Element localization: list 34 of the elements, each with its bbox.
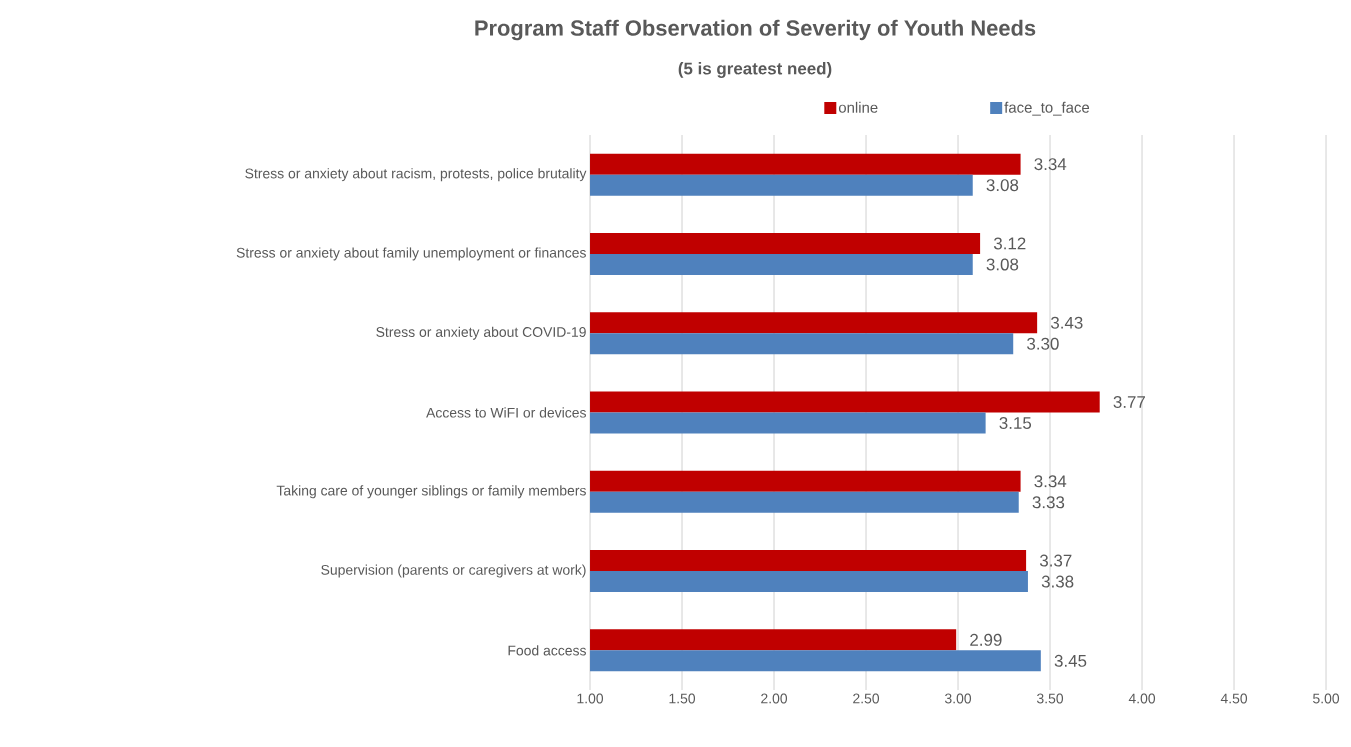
y-tick-label: Food access xyxy=(508,645,586,656)
chart-subtitle: (5 is greatest need) xyxy=(678,62,832,78)
x-tick-label: 4.00 xyxy=(1128,693,1156,704)
y-tick-label: Supervision (parents or caregivers at work) xyxy=(321,564,586,578)
y-tick-label: Taking care of younger siblings or family members xyxy=(276,485,586,499)
x-tick-label: 5.00 xyxy=(1313,693,1340,704)
chart-title: Program Staff Observation of Severity of Youth Needs xyxy=(475,19,1036,41)
data-label: 3.33 xyxy=(1032,496,1065,509)
y-tick-label: Stress or anxiety about family unemployment or finances xyxy=(236,247,586,261)
x-tick-label: 2.00 xyxy=(761,693,788,704)
data-label: 3.30 xyxy=(1027,337,1059,350)
x-tick-label: 4.50 xyxy=(1220,693,1248,704)
data-label: 3.37 xyxy=(1039,554,1072,567)
data-label: 3.08 xyxy=(986,179,1019,192)
x-tick-label: 1.00 xyxy=(577,693,604,704)
data-label: 3.08 xyxy=(986,258,1019,271)
data-label: 3.34 xyxy=(1034,158,1067,171)
legend-label: online xyxy=(838,101,878,113)
y-tick-label: Access to WiFI or devices xyxy=(426,407,586,418)
data-label: 3.45 xyxy=(1054,654,1087,667)
legend-label: face_to_face xyxy=(1004,101,1090,116)
data-label: 2.99 xyxy=(970,633,1002,646)
data-label: 3.15 xyxy=(999,417,1032,429)
x-tick-label: 1.50 xyxy=(669,693,696,704)
y-tick-label: Stress or anxiety about COVID-19 xyxy=(376,326,586,340)
data-label: 3.77 xyxy=(1113,396,1146,408)
data-label: 3.38 xyxy=(1041,575,1074,588)
x-tick-label: 3.00 xyxy=(944,693,972,704)
data-label: 3.12 xyxy=(993,237,1026,250)
x-tick-label: 3.50 xyxy=(1036,693,1064,704)
y-tick-label: Stress or anxiety about racism, protests, police brutality xyxy=(245,168,587,182)
data-label: 3.34 xyxy=(1034,475,1067,488)
data-label: 3.43 xyxy=(1050,316,1083,329)
x-tick-label: 2.50 xyxy=(853,693,880,704)
